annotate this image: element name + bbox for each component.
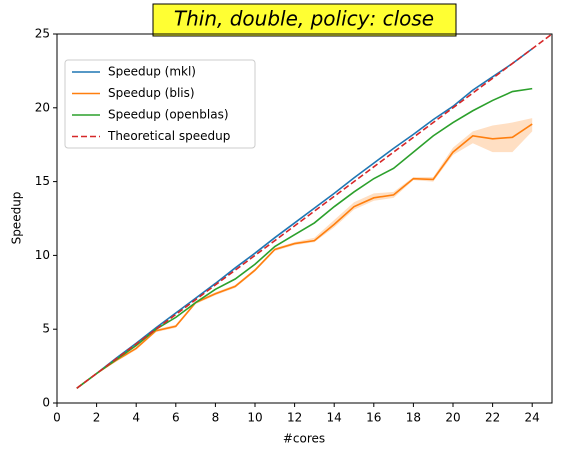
chart-title: Thin, double, policy: close <box>174 7 434 31</box>
y-tick-label: 10 <box>35 248 50 262</box>
legend-label: Speedup (mkl) <box>108 65 196 79</box>
legend-label: Speedup (blis) <box>108 86 195 100</box>
legend-box <box>64 59 256 149</box>
x-tick-label: 8 <box>212 411 220 425</box>
x-tick-label: 6 <box>172 411 180 425</box>
y-axis-label: Speedup <box>10 192 24 245</box>
x-tick-label: 16 <box>366 411 381 425</box>
series-line <box>76 48 533 389</box>
confidence-band <box>76 118 533 389</box>
legend-label: Speedup (openblas) <box>108 108 229 122</box>
plot-frame <box>56 33 553 404</box>
x-tick-label: 0 <box>53 411 61 425</box>
y-tick-label: 20 <box>35 100 50 114</box>
x-tick-label: 10 <box>247 411 262 425</box>
x-tick-label: 12 <box>287 411 302 425</box>
y-tick-label: 15 <box>35 174 50 188</box>
x-tick-label: 4 <box>132 411 140 425</box>
legend-label: Theoretical speedup <box>107 129 230 143</box>
x-tick-label: 20 <box>445 411 460 425</box>
y-tick-label: 5 <box>42 322 50 336</box>
x-tick-label: 18 <box>406 411 421 425</box>
x-tick-label: 14 <box>327 411 342 425</box>
y-tick-label: 0 <box>42 396 50 410</box>
x-tick-label: 24 <box>525 411 540 425</box>
title-box <box>152 3 457 37</box>
y-tick-label: 25 <box>35 27 50 41</box>
x-tick-label: 2 <box>93 411 101 425</box>
series-line <box>76 123 533 389</box>
x-axis-label: #cores <box>283 432 325 446</box>
x-tick-label: 22 <box>485 411 500 425</box>
